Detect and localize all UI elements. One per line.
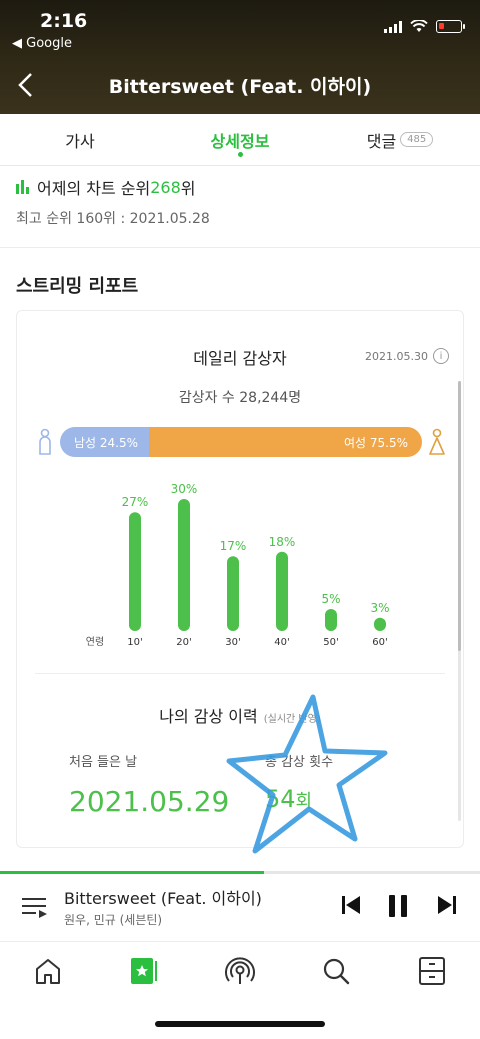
scrollbar-thumb[interactable] xyxy=(458,381,461,651)
nav-home[interactable] xyxy=(0,943,96,999)
category-label: 60' xyxy=(372,637,387,648)
tab-label: 상세정보 xyxy=(210,131,270,151)
streaming-report-card: 데일리 감상자 2021.05.30 i 감상자 수 28,244명 남성 24… xyxy=(16,310,464,854)
wifi-icon xyxy=(410,20,428,32)
chart-bars-icon xyxy=(16,180,29,194)
age-bar xyxy=(325,609,337,631)
category-label: 40' xyxy=(274,637,289,648)
rank-value: 268 xyxy=(150,177,181,197)
track-title[interactable]: Bittersweet (Feat. 이하이) xyxy=(64,889,262,908)
battery-icon xyxy=(436,20,465,33)
next-icon[interactable] xyxy=(437,894,457,916)
drawer-icon xyxy=(419,957,445,985)
previous-icon[interactable] xyxy=(341,894,361,916)
first-listen-label: 처음 들은 날 xyxy=(69,755,138,770)
x-axis-label: 연령 xyxy=(86,636,104,648)
bar-value-label: 5% xyxy=(321,592,340,606)
home-icon xyxy=(36,959,60,984)
report-date-text: 2021.05.30 xyxy=(365,349,428,363)
female-icon xyxy=(429,428,445,455)
bar-value-label: 18% xyxy=(269,535,296,549)
history-title-text: 나의 감상 이력 xyxy=(159,707,258,726)
progress-fill xyxy=(0,871,264,874)
rank-suffix: 위 xyxy=(180,179,196,198)
music-card-icon xyxy=(131,958,157,984)
bottom-nav xyxy=(0,943,480,999)
tab-label: 가사 xyxy=(65,131,95,151)
active-tab-dot xyxy=(238,152,243,157)
age-bar xyxy=(276,551,288,631)
comment-count-badge: 485 xyxy=(400,132,434,147)
age-bar xyxy=(178,499,190,631)
header: 2:16 ◀ Google Bittersweet (Feat. 이하이) xyxy=(0,0,480,114)
card-divider xyxy=(35,673,445,674)
category-label: 30' xyxy=(225,637,240,648)
bar-value-label: 27% xyxy=(122,495,149,509)
bar-value-label: 17% xyxy=(220,539,247,553)
bar-value-label: 3% xyxy=(370,601,389,615)
status-icons xyxy=(384,20,465,33)
card-title: 데일리 감상자 xyxy=(193,349,287,368)
history-title: 나의 감상 이력 (실시간 반영) xyxy=(17,703,463,727)
age-distribution-chart: 연령 27% 10' 30% 20' 17% 30' 18% 40' 5% 50' 3% 60' xyxy=(86,482,390,648)
history-note: (실시간 반영) xyxy=(263,714,321,725)
tab-lyrics[interactable]: 가사 xyxy=(0,114,160,165)
age-bar xyxy=(374,617,386,631)
male-segment: 남성 24.5% xyxy=(60,427,149,457)
pause-icon[interactable] xyxy=(387,894,409,918)
back-icon[interactable] xyxy=(14,70,38,100)
playback-progress[interactable] xyxy=(0,871,480,874)
nav-music[interactable] xyxy=(96,943,192,999)
podcast-icon xyxy=(225,957,255,984)
rank-prefix: 어제의 차트 순위 xyxy=(37,179,151,198)
divider xyxy=(0,247,480,248)
star-doodle-icon xyxy=(226,694,388,854)
report-date: 2021.05.30 i xyxy=(365,348,449,364)
signal-icon xyxy=(384,20,402,33)
info-icon[interactable]: i xyxy=(433,348,449,364)
gender-ratio-bar: 남성 24.5% 여성 75.5% xyxy=(60,427,422,457)
page-title: Bittersweet (Feat. 이하이) xyxy=(108,76,372,98)
total-plays-label: 총 감상 횟수 xyxy=(265,755,334,770)
male-icon xyxy=(39,428,51,455)
first-listen-date: 2021.05.29 xyxy=(69,785,230,818)
nav-search[interactable] xyxy=(288,943,384,999)
nav-podcast[interactable] xyxy=(192,943,288,999)
category-label: 50' xyxy=(323,637,338,648)
listener-count: 감상자 수 28,244명 xyxy=(178,390,302,406)
mini-player[interactable]: Bittersweet (Feat. 이하이) 원우, 민규 (세븐틴) xyxy=(0,874,480,942)
tab-bar: 가사 상세정보 댓글 485 xyxy=(0,114,480,166)
tab-label: 댓글 xyxy=(366,131,397,151)
age-bar xyxy=(129,512,141,631)
chart-rank: 어제의 차트 순위 268 위 xyxy=(16,175,196,199)
section-title: 스트리밍 리포트 xyxy=(16,276,139,297)
home-indicator xyxy=(155,1021,325,1027)
tab-details[interactable]: 상세정보 xyxy=(160,114,320,165)
female-segment: 여성 75.5% xyxy=(148,427,422,457)
age-bar xyxy=(227,556,239,631)
track-artist[interactable]: 원우, 민규 (세븐틴) xyxy=(64,913,163,927)
status-time: 2:16 xyxy=(40,10,88,32)
search-icon xyxy=(323,958,350,985)
playlist-icon[interactable] xyxy=(22,896,48,918)
category-label: 20' xyxy=(176,637,191,648)
bar-value-label: 30% xyxy=(171,482,198,496)
nav-storage[interactable] xyxy=(384,943,480,999)
best-rank: 최고 순위 160위 : 2021.05.28 xyxy=(16,211,210,227)
category-label: 10' xyxy=(127,637,142,648)
status-back-link[interactable]: ◀ Google xyxy=(12,36,72,51)
tab-comments[interactable]: 댓글 485 xyxy=(320,114,480,165)
